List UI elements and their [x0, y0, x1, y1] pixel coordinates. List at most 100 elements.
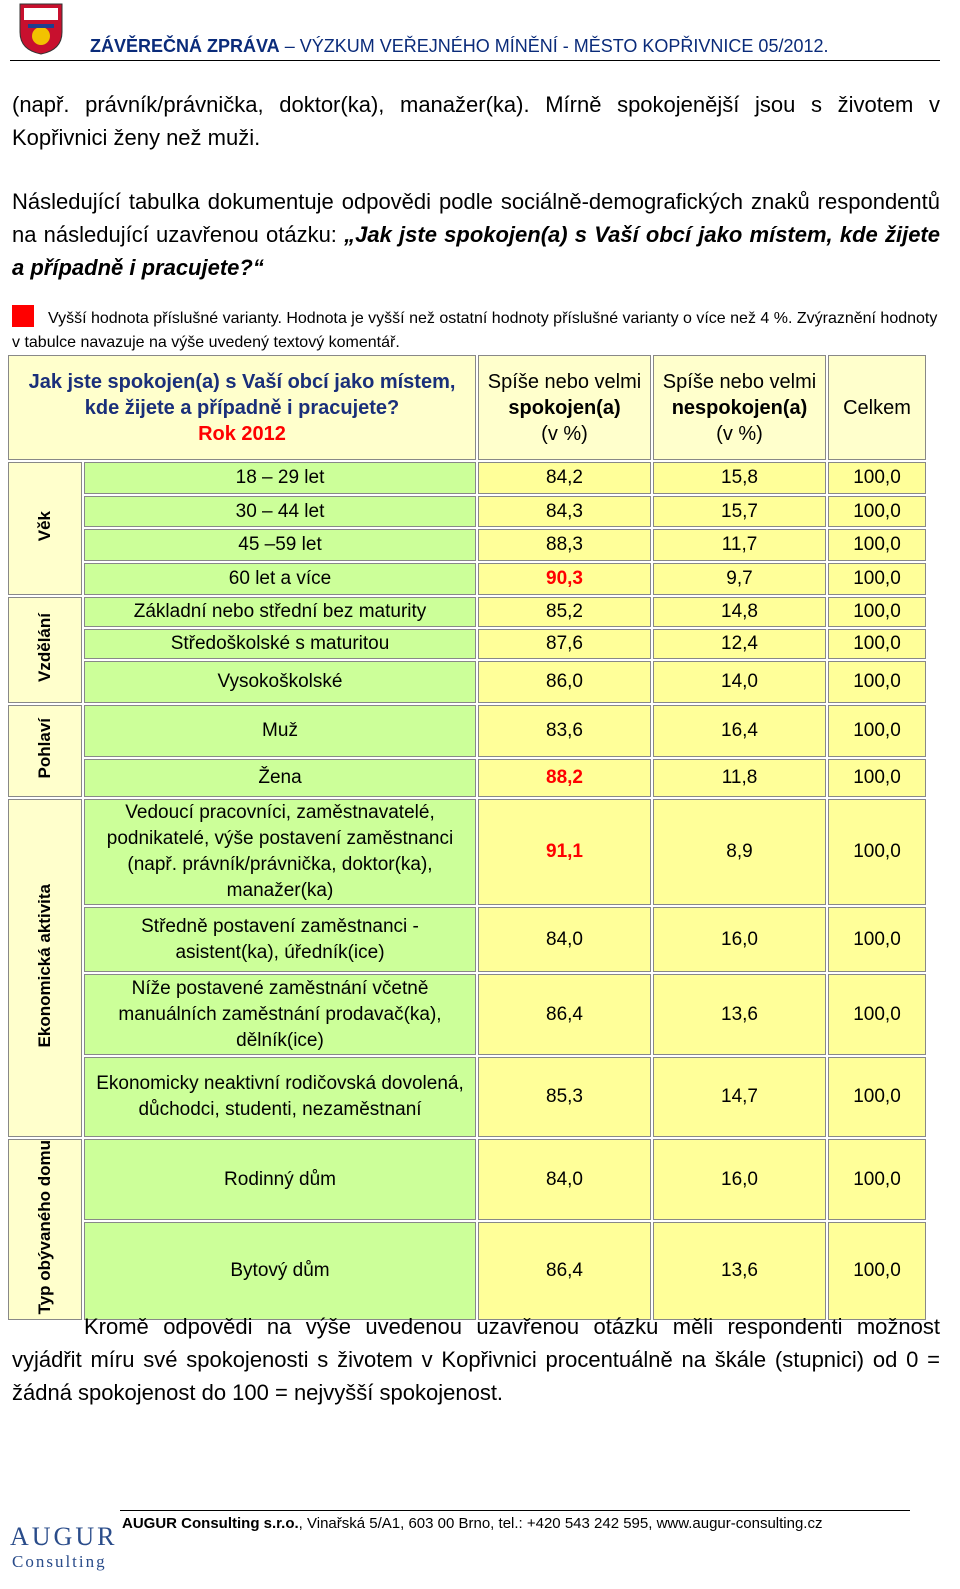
- value-cell: 88,2: [478, 759, 652, 797]
- lead-question: „Jak jste spokojen(a) s Vaší obcí jako m…: [12, 222, 940, 280]
- row-label: Středně postavení zaměstnanci - asistent…: [84, 907, 477, 972]
- table-row: Bytový dům 86,4 13,6 100,0: [8, 1222, 927, 1321]
- value-cell: 16,0: [653, 907, 827, 972]
- value-cell: 87,6: [478, 629, 652, 659]
- table-row: 30 – 44 let 84,3 15,7 100,0: [8, 496, 927, 527]
- value-cell: 85,3: [478, 1057, 652, 1137]
- legend: Vyšší hodnota příslušné varianty. Hodnot…: [12, 305, 940, 355]
- value-cell: 100,0: [828, 496, 927, 527]
- question-text: Jak jste spokojen(a) s Vaší obcí jako mí…: [28, 370, 456, 419]
- group-label-cell: Vzdělání: [8, 597, 82, 703]
- group-label-cell: Věk: [8, 462, 82, 595]
- column-header-unit: (v %): [541, 422, 588, 445]
- value-cell: 9,7: [653, 563, 827, 595]
- table-row: 45 –59 let 88,3 11,7 100,0: [8, 529, 927, 561]
- logo-text: AUGUR: [10, 1522, 118, 1551]
- city-crest: [19, 3, 63, 55]
- value-cell: 100,0: [828, 1057, 927, 1137]
- value-cell: 86,4: [478, 1222, 652, 1321]
- table-row: Středně postavení zaměstnanci - asistent…: [8, 907, 927, 972]
- value-cell: 86,0: [478, 661, 652, 703]
- value-cell: 16,0: [653, 1139, 827, 1221]
- lead-text: Následující tabulka dokumentuje odpovědi…: [12, 189, 940, 247]
- value-cell: 14,0: [653, 661, 827, 703]
- table-row: Typ obývaného domu Rodinný dům 84,0 16,0 100…: [8, 1139, 927, 1321]
- column-header-pre: Celkem: [843, 396, 911, 419]
- row-label: 30 – 44 let: [84, 496, 477, 527]
- table-row: Níže postavené zaměstnání včetně manuáln…: [8, 974, 927, 1055]
- row-label: Základní nebo střední bez maturity: [84, 597, 477, 627]
- column-header: Spíše nebo velmi spokojen(a) (v %): [478, 355, 652, 460]
- column-header-unit: (v %): [716, 422, 763, 445]
- group-label: Typ obývaného domu: [35, 1140, 54, 1315]
- value-cell: 90,3: [478, 563, 652, 595]
- row-label: Rodinný dům: [84, 1139, 477, 1221]
- value-cell: 100,0: [828, 529, 927, 561]
- value-cell: 100,0: [828, 661, 927, 703]
- value-cell: 15,8: [653, 462, 827, 494]
- value-cell: 91,1: [478, 799, 652, 905]
- column-header-strong: spokojen(a): [508, 396, 621, 419]
- footer-text: AUGUR Consulting s.r.o., Vinařská 5/A1, …: [122, 1515, 822, 1532]
- value-cell: 12,4: [653, 629, 827, 659]
- value-cell: 100,0: [828, 597, 927, 627]
- row-label: Žena: [84, 759, 477, 797]
- row-label: Vedoucí pracovníci, zaměstnavatelé, podn…: [84, 799, 477, 905]
- value-cell: 11,7: [653, 529, 827, 561]
- group-label: Věk: [35, 510, 54, 542]
- results-table: Jak jste spokojen(a) s Vaší obcí jako mí…: [6, 353, 928, 1322]
- value-cell: 16,4: [653, 705, 827, 757]
- value-cell: 88,3: [478, 529, 652, 561]
- group-label: Pohlaví: [35, 718, 54, 779]
- value-cell: 100,0: [828, 705, 927, 757]
- group-label: Vzdělání: [35, 613, 54, 682]
- footer-rule: [120, 1510, 910, 1511]
- row-label: 60 let a více: [84, 563, 477, 595]
- value-cell: 83,6: [478, 705, 652, 757]
- value-cell: 84,0: [478, 907, 652, 972]
- row-label: Vysokoškolské: [84, 661, 477, 703]
- value-cell: 100,0: [828, 563, 927, 595]
- header-title-bold: ZÁVĚREČNÁ ZPRÁVA: [90, 36, 280, 56]
- row-label: Ekonomicky neaktivní rodičovská dovolená…: [84, 1057, 477, 1137]
- row-label: Muž: [84, 705, 477, 757]
- table-row: Žena 88,2 11,8 100,0: [8, 759, 927, 797]
- table-row: Vysokoškolské 86,0 14,0 100,0: [8, 661, 927, 703]
- table-body: Jak jste spokojen(a) s Vaší obcí jako mí…: [8, 355, 927, 1321]
- row-label: 45 –59 let: [84, 529, 477, 561]
- value-cell: 13,6: [653, 1222, 827, 1321]
- legend-swatch: [12, 305, 34, 327]
- column-header: Spíše nebo velmi nespokojen(a) (v %): [653, 355, 827, 460]
- value-cell: 100,0: [828, 462, 927, 494]
- value-cell: 14,7: [653, 1057, 827, 1137]
- value-cell: 86,4: [478, 974, 652, 1055]
- value-cell: 8,9: [653, 799, 827, 905]
- column-header-pre: Spíše nebo velmi: [487, 370, 642, 393]
- column-header-pre: Spíše nebo velmi: [662, 370, 817, 393]
- question-cell: Jak jste spokojen(a) s Vaší obcí jako mí…: [8, 355, 477, 460]
- header-rule: [10, 60, 940, 61]
- value-cell: 100,0: [828, 1222, 927, 1321]
- closing-paragraph: Kromě odpovědi na výše uvedenou uzavřeno…: [12, 1314, 940, 1405]
- footer-company: AUGUR Consulting s.r.o.: [122, 1515, 299, 1532]
- table-row: 60 let a více 90,3 9,7 100,0: [8, 563, 927, 595]
- value-cell: 15,7: [653, 496, 827, 527]
- value-cell: 84,3: [478, 496, 652, 527]
- column-header: Celkem: [828, 355, 927, 460]
- value-cell: 100,0: [828, 907, 927, 972]
- column-header-strong: nespokojen(a): [671, 396, 808, 419]
- table-row: Ekonomicky neaktivní rodičovská dovolená…: [8, 1057, 927, 1137]
- row-label: Středoškolské s maturitou: [84, 629, 477, 659]
- value-cell: 84,2: [478, 462, 652, 494]
- intro-paragraph: (např. právník/právnička, doktor(ka), ma…: [12, 92, 940, 150]
- group-label: Ekonomická aktivita: [35, 883, 54, 1048]
- group-label-cell: Ekonomická aktivita: [8, 799, 82, 1137]
- value-cell: 84,0: [478, 1139, 652, 1221]
- footer-address: , Vinařská 5/A1, 603 00 Brno, tel.: +420…: [298, 1515, 823, 1532]
- value-cell: 85,2: [478, 597, 652, 627]
- header-title-rest: – VÝZKUM VEŘEJNÉHO MÍNĚNÍ - MĚSTO KOPŘIV…: [279, 36, 829, 56]
- value-cell: 100,0: [828, 629, 927, 659]
- value-cell: 13,6: [653, 974, 827, 1055]
- group-label-cell: Typ obývaného domu: [8, 1139, 82, 1321]
